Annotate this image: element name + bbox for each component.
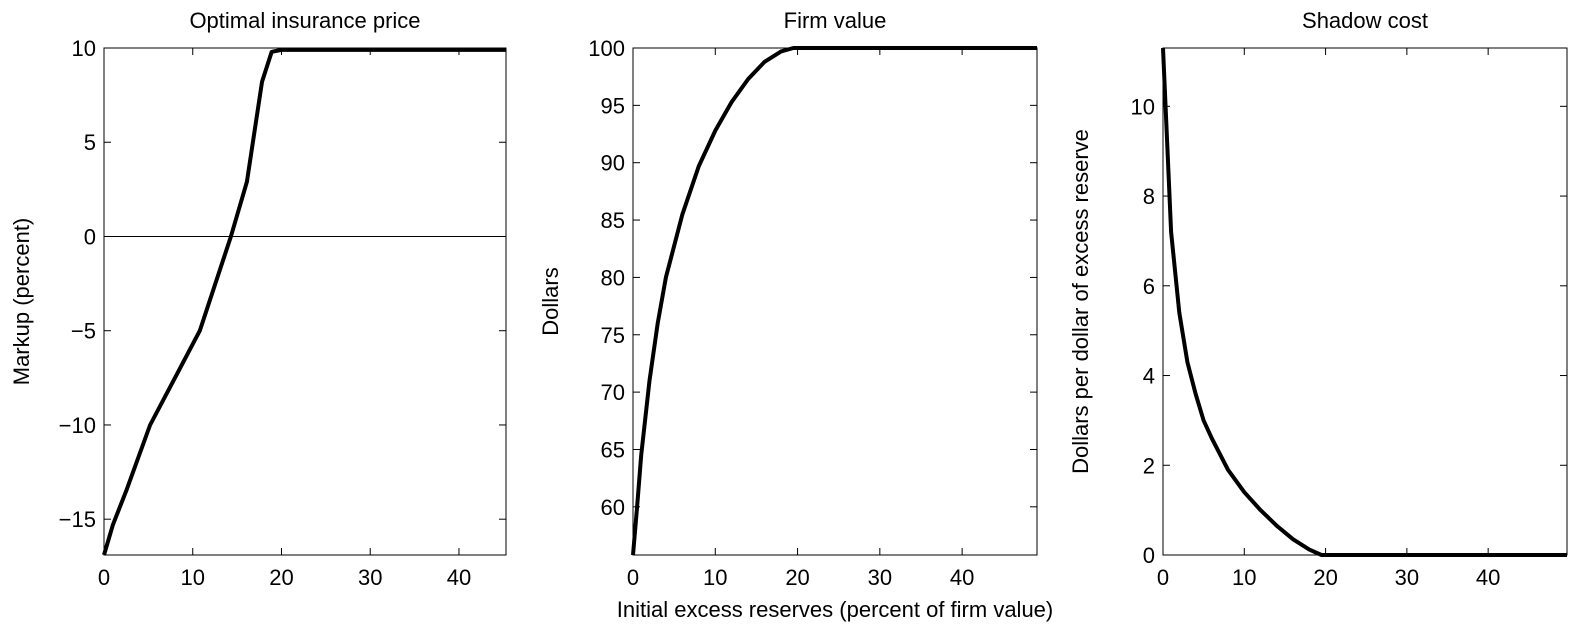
y-tick-label: 0 (84, 224, 96, 249)
x-tick-label: 0 (1157, 565, 1169, 590)
y-tick-label: 60 (601, 495, 625, 520)
y-axis-label: Dollars (538, 267, 563, 335)
y-tick-label: 100 (588, 36, 625, 61)
y-tick-label: 5 (84, 130, 96, 155)
chart-title: Shadow cost (1302, 8, 1428, 33)
chart-title: Optimal insurance price (189, 8, 420, 33)
y-tick-label: 10 (72, 36, 96, 61)
y-axis-label: Markup (percent) (9, 218, 34, 386)
data-line (1161, 47, 1567, 557)
x-tick-label: 40 (1476, 565, 1500, 590)
data-line (631, 46, 1037, 556)
y-tick-label: 6 (1143, 274, 1155, 299)
y-tick-label: 4 (1143, 364, 1155, 389)
x-tick-label: 20 (785, 565, 809, 590)
x-axis-label: Initial excess reserves (percent of firm… (617, 597, 1054, 622)
y-tick-label: −5 (71, 319, 96, 344)
x-tick-label: 40 (950, 565, 974, 590)
y-tick-label: −10 (59, 413, 96, 438)
axes-box (1162, 47, 1568, 556)
x-tick-label: 0 (627, 565, 639, 590)
y-tick-label: −15 (59, 507, 96, 532)
data-line (102, 47, 506, 556)
chart-title: Firm value (784, 8, 887, 33)
axes-box (103, 47, 507, 556)
x-tick-label: 30 (358, 565, 382, 590)
x-tick-label: 10 (1232, 565, 1256, 590)
y-tick-label: 80 (601, 265, 625, 290)
x-tick-label: 30 (868, 565, 892, 590)
y-tick-label: 10 (1131, 94, 1155, 119)
x-tick-label: 20 (269, 565, 293, 590)
y-tick-label: 8 (1143, 184, 1155, 209)
y-axis-label: Dollars per dollar of excess reserve (1068, 129, 1093, 474)
axes-box (632, 47, 1038, 556)
x-tick-label: 10 (180, 565, 204, 590)
x-tick-label: 10 (703, 565, 727, 590)
y-tick-label: 65 (601, 437, 625, 462)
y-tick-label: 75 (601, 323, 625, 348)
x-tick-label: 30 (1395, 565, 1419, 590)
x-tick-label: 20 (1313, 565, 1337, 590)
y-tick-label: 0 (1143, 543, 1155, 568)
x-tick-label: 0 (98, 565, 110, 590)
y-tick-label: 95 (601, 93, 625, 118)
y-tick-label: 90 (601, 151, 625, 176)
y-tick-label: 2 (1143, 453, 1155, 478)
y-tick-label: 70 (601, 380, 625, 405)
y-tick-label: 85 (601, 208, 625, 233)
x-tick-label: 40 (447, 565, 471, 590)
